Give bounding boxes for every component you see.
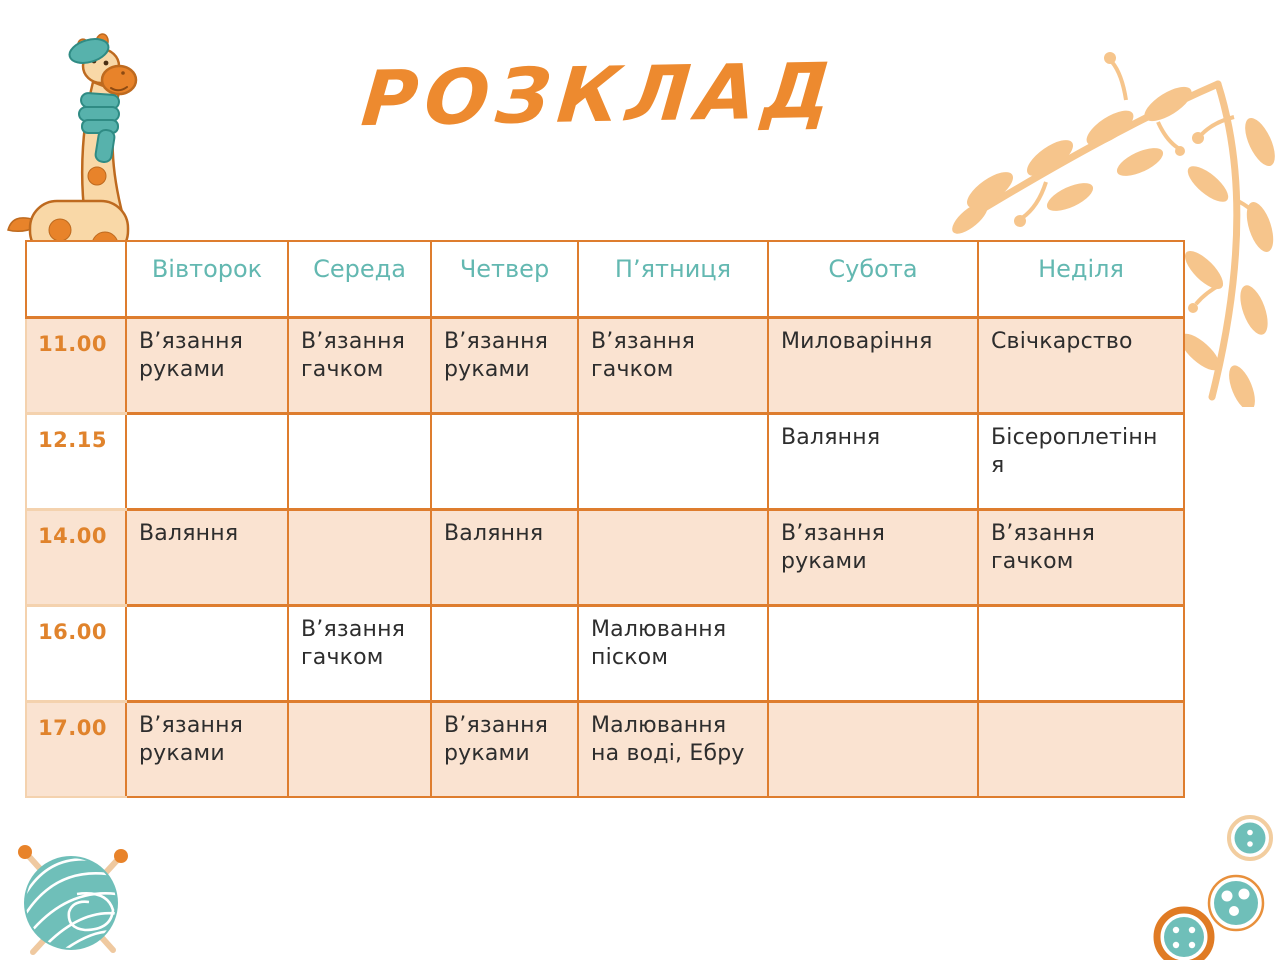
schedule-row: 14.00 Валяння Валяння В’язання руками В’язан… bbox=[25, 507, 1185, 606]
sewing-buttons-icon bbox=[1153, 815, 1273, 960]
activity-cell: Малювання на воді, Ебру bbox=[577, 699, 769, 798]
activity-cell: В’язання гачком bbox=[577, 315, 769, 414]
activity-cell bbox=[977, 603, 1185, 702]
activity-cell: Валяння bbox=[125, 507, 289, 606]
activity-cell: В’язання руками bbox=[430, 315, 579, 414]
schedule-row: 11.00 В’язання руками В’язання гачком В’яза… bbox=[25, 315, 1185, 414]
day-header: Неділя bbox=[977, 240, 1185, 319]
activity-cell: В’язання руками bbox=[125, 699, 289, 798]
schedule-row: 16.00 В’язання гачком Малювання піском bbox=[25, 603, 1185, 702]
activity-cell bbox=[125, 603, 289, 702]
page-title: РОЗКЛАД bbox=[358, 45, 842, 144]
day-header: Субота bbox=[767, 240, 979, 319]
activity-cell: В’язання руками bbox=[125, 315, 289, 414]
day-header: Вівторок bbox=[125, 240, 289, 319]
activity-cell: Миловаріння bbox=[767, 315, 979, 414]
day-header: Середа bbox=[287, 240, 432, 319]
activity-cell: В’язання руками bbox=[430, 699, 579, 798]
yarn-ball-icon bbox=[18, 845, 128, 955]
activity-cell: В’язання гачком bbox=[287, 315, 432, 414]
activity-cell bbox=[767, 699, 979, 798]
time-cell: 11.00 bbox=[25, 315, 127, 414]
activity-cell: В’язання гачком bbox=[977, 507, 1185, 606]
activity-cell bbox=[977, 699, 1185, 798]
schedule-row: 12.15 Валяння Бісероплетіння bbox=[25, 411, 1185, 510]
activity-cell: Валяння bbox=[767, 411, 979, 510]
schedule-row: 17.00 В’язання руками В’язання руками Малюв… bbox=[25, 699, 1185, 798]
activity-cell bbox=[430, 603, 579, 702]
activity-cell: В’язання руками bbox=[767, 507, 979, 606]
time-cell: 17.00 bbox=[25, 699, 127, 798]
time-cell: 16.00 bbox=[25, 603, 127, 702]
activity-cell: В’язання гачком bbox=[287, 603, 432, 702]
header-row: Вівторок Середа Четвер П’ятниця Субота Неділя bbox=[25, 240, 1185, 319]
activity-cell: Свічкарство bbox=[977, 315, 1185, 414]
activity-cell bbox=[767, 603, 979, 702]
day-header: П’ятниця bbox=[577, 240, 769, 319]
leaf-branch-icon bbox=[952, 52, 1275, 407]
activity-cell bbox=[287, 411, 432, 510]
activity-cell bbox=[577, 411, 769, 510]
activity-cell: Бісероплетіння bbox=[977, 411, 1185, 510]
activity-cell bbox=[125, 411, 289, 510]
activity-cell: Валяння bbox=[430, 507, 579, 606]
schedule-table: Вівторок Середа Четвер П’ятниця Субота Неділя… bbox=[25, 240, 1185, 798]
day-header: Четвер bbox=[430, 240, 579, 319]
time-cell: 14.00 bbox=[25, 507, 127, 606]
activity-cell: Малювання піском bbox=[577, 603, 769, 702]
activity-cell bbox=[430, 411, 579, 510]
activity-cell bbox=[287, 507, 432, 606]
time-cell: 12.15 bbox=[25, 411, 127, 510]
activity-cell bbox=[577, 507, 769, 606]
activity-cell bbox=[287, 699, 432, 798]
time-column-header bbox=[25, 240, 127, 319]
